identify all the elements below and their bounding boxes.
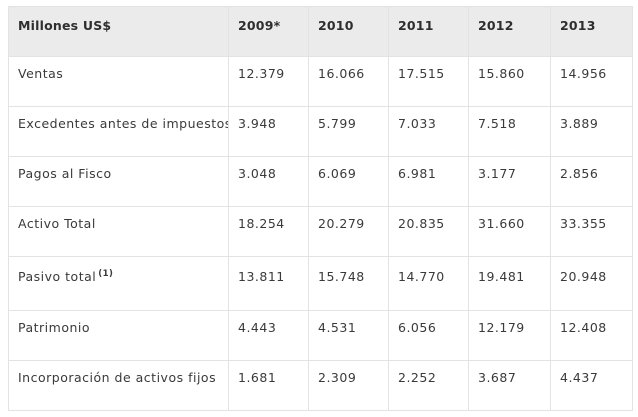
row-label: Activo Total <box>8 206 229 257</box>
cell-value: 14.770 <box>388 256 469 311</box>
header-year-2009: 2009* <box>228 6 309 57</box>
cell-value: 20.835 <box>388 206 469 257</box>
header-units-label: Millones US$ <box>8 6 229 57</box>
cell-value: 14.956 <box>550 56 633 107</box>
cell-value: 2.252 <box>388 360 469 411</box>
cell-value: 17.515 <box>388 56 469 107</box>
cell-value: 1.681 <box>228 360 309 411</box>
row-label-text: Pasivo total <box>18 269 97 284</box>
cell-value: 3.889 <box>550 106 633 157</box>
cell-value: 3.048 <box>228 156 309 207</box>
table-row-pasivo-total: Pasivo total (1) 13.811 15.748 14.770 19.… <box>8 256 633 311</box>
header-year-2011: 2011 <box>388 6 469 57</box>
financial-summary-table-container: Millones US$ 2009* 2010 2011 2012 2013 V… <box>8 6 633 411</box>
cell-value: 33.355 <box>550 206 633 257</box>
cell-value: 12.179 <box>468 310 551 361</box>
row-label: Pagos al Fisco <box>8 156 229 207</box>
cell-value: 3.948 <box>228 106 309 157</box>
footnote-marker: (1) <box>98 269 114 279</box>
table-row-excedentes: Excedentes antes de impuestos 3.948 5.79… <box>8 106 633 157</box>
cell-value: 6.069 <box>308 156 389 207</box>
cell-value: 16.066 <box>308 56 389 107</box>
cell-value: 13.811 <box>228 256 309 311</box>
cell-value: 18.254 <box>228 206 309 257</box>
cell-value: 7.518 <box>468 106 551 157</box>
header-year-2012: 2012 <box>468 6 551 57</box>
cell-value: 2.856 <box>550 156 633 207</box>
row-label: Incorporación de activos fijos <box>8 360 229 411</box>
cell-value: 3.177 <box>468 156 551 207</box>
header-year-2013: 2013 <box>550 6 633 57</box>
header-year-2010: 2010 <box>308 6 389 57</box>
table-row-activo-total: Activo Total 18.254 20.279 20.835 31.660… <box>8 206 633 257</box>
cell-value: 2.309 <box>308 360 389 411</box>
cell-value: 12.379 <box>228 56 309 107</box>
cell-value: 19.481 <box>468 256 551 311</box>
table-row-ventas: Ventas 12.379 16.066 17.515 15.860 14.95… <box>8 56 633 107</box>
cell-value: 4.531 <box>308 310 389 361</box>
cell-value: 15.748 <box>308 256 389 311</box>
cell-value: 31.660 <box>468 206 551 257</box>
table-row-pagos-fisco: Pagos al Fisco 3.048 6.069 6.981 3.177 2… <box>8 156 633 207</box>
table-header-row: Millones US$ 2009* 2010 2011 2012 2013 <box>8 6 633 57</box>
cell-value: 20.948 <box>550 256 633 311</box>
cell-value: 15.860 <box>468 56 551 107</box>
cell-value: 7.033 <box>388 106 469 157</box>
financial-summary-table: Millones US$ 2009* 2010 2011 2012 2013 V… <box>8 6 633 411</box>
row-label: Patrimonio <box>8 310 229 361</box>
cell-value: 6.056 <box>388 310 469 361</box>
row-label: Excedentes antes de impuestos <box>8 106 229 157</box>
cell-value: 20.279 <box>308 206 389 257</box>
row-label: Pasivo total (1) <box>8 256 229 311</box>
table-row-activos-fijos: Incorporación de activos fijos 1.681 2.3… <box>8 360 633 411</box>
row-label: Ventas <box>8 56 229 107</box>
cell-value: 4.443 <box>228 310 309 361</box>
cell-value: 12.408 <box>550 310 633 361</box>
table-row-patrimonio: Patrimonio 4.443 4.531 6.056 12.179 12.4… <box>8 310 633 361</box>
cell-value: 4.437 <box>550 360 633 411</box>
cell-value: 6.981 <box>388 156 469 207</box>
cell-value: 5.799 <box>308 106 389 157</box>
cell-value: 3.687 <box>468 360 551 411</box>
